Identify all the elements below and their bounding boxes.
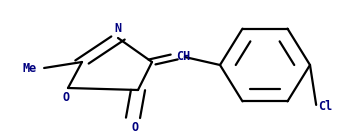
Text: N: N [114,22,121,35]
Text: O: O [63,90,70,104]
Text: Me: Me [23,61,37,75]
Text: CH: CH [176,50,190,64]
Text: O: O [131,121,138,134]
Text: Cl: Cl [318,100,332,114]
